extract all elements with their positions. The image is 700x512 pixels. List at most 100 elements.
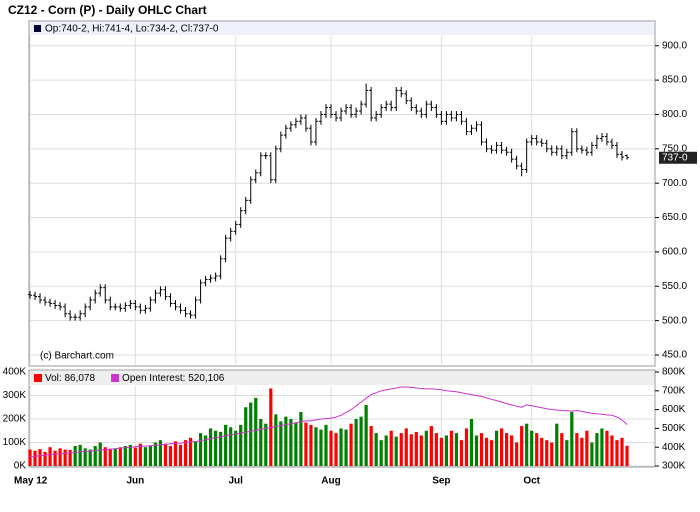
volume-bar bbox=[404, 428, 408, 466]
y-tick-label: 450.0 bbox=[662, 350, 687, 361]
legend-swatch bbox=[34, 374, 42, 382]
volume-bar bbox=[540, 437, 544, 466]
volume-bar bbox=[294, 422, 298, 466]
volume-bar bbox=[364, 404, 368, 466]
volume-legend-bar bbox=[30, 371, 654, 385]
volume-bar bbox=[219, 431, 223, 466]
volume-bar bbox=[625, 445, 629, 466]
volume-bar bbox=[173, 441, 178, 466]
volume-bar bbox=[113, 448, 117, 466]
volume-bar bbox=[439, 437, 443, 466]
volume-bar bbox=[274, 414, 278, 466]
volume-bar bbox=[103, 447, 107, 466]
volume-bar bbox=[565, 440, 569, 466]
volume-bar bbox=[429, 426, 433, 466]
volume-bar bbox=[259, 419, 263, 466]
volume-bar bbox=[499, 428, 504, 466]
volume-bar bbox=[249, 402, 253, 466]
volume-bar bbox=[409, 434, 413, 466]
y2-tick-label: 400K bbox=[662, 442, 686, 453]
legend-label: Open Interest: 520,106 bbox=[122, 373, 225, 384]
volume-bar bbox=[244, 407, 248, 466]
volume-bar bbox=[424, 430, 428, 466]
volume-bar bbox=[600, 428, 604, 466]
y-tick-label: 100K bbox=[3, 437, 27, 448]
volume-bar bbox=[520, 426, 524, 466]
volume-bar bbox=[123, 446, 127, 466]
y-tick-label: 500.0 bbox=[662, 315, 687, 326]
volume-bar bbox=[484, 437, 489, 466]
volume-bar bbox=[374, 433, 378, 466]
volume-bar bbox=[68, 450, 72, 466]
volume-bar bbox=[289, 419, 293, 466]
volume-bar bbox=[464, 428, 469, 466]
grid bbox=[29, 36, 654, 467]
volume-bar bbox=[379, 440, 383, 466]
volume-bar bbox=[224, 424, 228, 466]
volume-bar bbox=[93, 446, 97, 466]
volume-bar bbox=[163, 443, 168, 466]
y-tick-label: 650.0 bbox=[662, 212, 687, 223]
volume-bar bbox=[550, 442, 554, 466]
volume-bar bbox=[234, 430, 238, 466]
volume-bar bbox=[128, 444, 132, 466]
volume-bar bbox=[339, 428, 343, 466]
volume-bar bbox=[434, 433, 438, 466]
volume-bar bbox=[615, 440, 619, 466]
volume-bar bbox=[53, 450, 57, 466]
volume-bar bbox=[284, 416, 288, 466]
volume-bar bbox=[570, 411, 574, 466]
volume-bar bbox=[545, 440, 549, 466]
volume-bar bbox=[264, 423, 268, 466]
y-tick-label: 700.0 bbox=[662, 178, 687, 189]
volume-bar bbox=[449, 430, 454, 466]
volume-bar bbox=[63, 449, 67, 466]
volume-bar bbox=[209, 428, 213, 466]
ohlc-legend: Op:740-2, Hi:741-4, Lo:734-2, Cl:737-0 bbox=[45, 24, 219, 35]
volume-bar bbox=[168, 446, 173, 466]
x-tick-label: Sep bbox=[432, 476, 450, 487]
y2-tick-label: 300K bbox=[662, 461, 686, 472]
volume-bar bbox=[319, 429, 323, 466]
y-tick-label: 750.0 bbox=[662, 143, 687, 154]
legend-label: Vol: 86,078 bbox=[45, 373, 95, 384]
volume-bar bbox=[444, 435, 448, 466]
volume-bar bbox=[479, 433, 484, 466]
volume-bar bbox=[73, 446, 77, 466]
volume-bar bbox=[510, 435, 514, 466]
volume-bar bbox=[620, 437, 624, 466]
last-price-box bbox=[659, 151, 697, 164]
volume-bar bbox=[489, 440, 494, 466]
volume-bar bbox=[153, 442, 158, 466]
volume-bar bbox=[344, 429, 348, 466]
volume-bar bbox=[454, 433, 459, 466]
y-tick-label: 900.0 bbox=[662, 40, 687, 51]
volume-bar bbox=[349, 423, 353, 466]
ohlc-legend-bar bbox=[30, 22, 654, 35]
volume-bar bbox=[555, 423, 559, 466]
y2-tick-label: 700K bbox=[662, 385, 686, 396]
last-price-label: 737-0 bbox=[662, 152, 688, 163]
volume-bar bbox=[58, 448, 62, 466]
y2-tick-label: 500K bbox=[662, 423, 686, 434]
volume-bar bbox=[98, 442, 102, 466]
y-tick-label: 550.0 bbox=[662, 281, 687, 292]
volume-bar bbox=[299, 411, 303, 466]
volume-bar bbox=[158, 440, 163, 466]
y-tick-label: 300K bbox=[3, 390, 27, 401]
volume-bar bbox=[254, 397, 258, 466]
volume-bar bbox=[595, 433, 599, 466]
y2-tick-label: 600K bbox=[662, 404, 686, 415]
volume-bar bbox=[469, 419, 474, 466]
volume-bar bbox=[610, 435, 614, 466]
volume-bar bbox=[188, 437, 193, 466]
volume-bar bbox=[585, 430, 589, 466]
x-tick-label: Jun bbox=[126, 476, 144, 487]
volume-bar bbox=[515, 442, 519, 466]
y-tick-label: 0K bbox=[14, 461, 27, 472]
volume-bar bbox=[304, 422, 308, 466]
volume-bar bbox=[394, 436, 398, 466]
volume-bar bbox=[575, 433, 579, 466]
ohlc-legend-swatch bbox=[34, 25, 41, 32]
